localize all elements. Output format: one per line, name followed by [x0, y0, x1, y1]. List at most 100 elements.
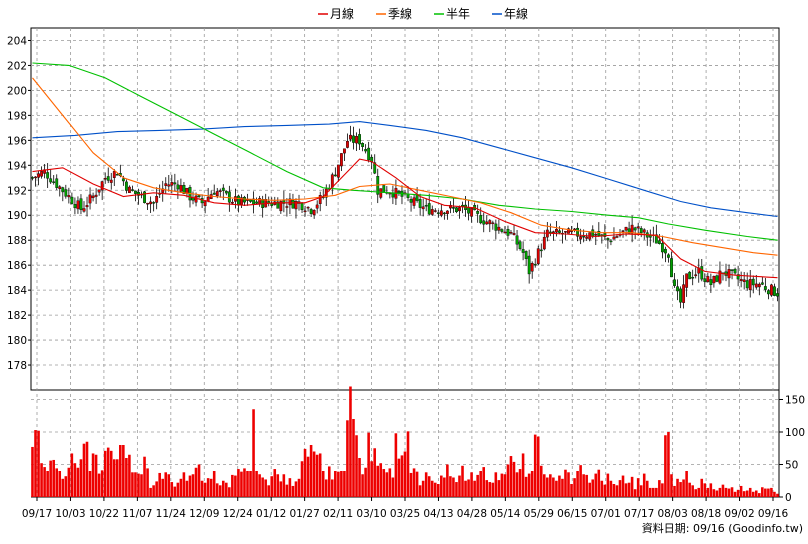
volume-bar: [633, 489, 637, 497]
candle-body: [318, 195, 322, 204]
volume-bar: [449, 476, 452, 497]
volume-bar: [642, 473, 646, 497]
candle-body: [336, 164, 340, 178]
volume-bar: [140, 474, 143, 497]
volume-bar: [655, 487, 658, 497]
candle-body: [482, 220, 486, 225]
candle-body: [333, 174, 337, 177]
volume-bar: [34, 430, 37, 497]
volume-bar: [770, 487, 773, 497]
price-tick-label: 202: [7, 60, 27, 72]
volume-bar: [549, 474, 552, 497]
volume-tick-label: 150: [785, 395, 805, 407]
candle-body: [667, 254, 670, 258]
candle-body: [224, 190, 228, 194]
legend-label: 半年: [446, 7, 470, 21]
volume-bar: [664, 435, 667, 497]
volume-bar: [334, 471, 337, 497]
candle-body: [627, 228, 631, 234]
volume-bar: [64, 476, 68, 497]
volume-bar: [255, 471, 258, 497]
volume-bar: [43, 467, 46, 497]
date-tick-label: 01/12: [256, 508, 286, 520]
candle-body: [476, 211, 480, 214]
price-panel: 178 180 182 184 186 188 190 192 194 196 198 200 202 2…: [7, 27, 780, 497]
volume-bar: [558, 475, 561, 497]
volume-bar: [303, 448, 307, 497]
volume-bar: [212, 471, 216, 497]
price-tick-label: 198: [7, 110, 27, 122]
volume-bar: [312, 451, 316, 497]
volume-bar: [661, 483, 664, 497]
volume-bar: [542, 474, 546, 497]
date-tick-label: 08/18: [691, 508, 721, 520]
candle-body: [367, 147, 371, 161]
candle-body: [449, 204, 452, 209]
candle-body: [436, 212, 440, 214]
candle-body: [521, 249, 525, 253]
volume-bar: [415, 471, 419, 497]
date-tick-label: 02/11: [323, 508, 353, 520]
volume-bar: [561, 478, 564, 497]
candle-body: [94, 194, 98, 197]
candle-body: [124, 181, 128, 191]
volume-bars: [31, 386, 779, 497]
volume-tick-label: 0: [785, 492, 792, 504]
volume-bar: [82, 443, 86, 497]
candle-body: [530, 262, 534, 272]
candle-body: [230, 201, 234, 204]
date-tick-label: 09/02: [724, 508, 754, 520]
candle-body: [76, 200, 80, 210]
ma-half-year-line: [32, 62, 778, 241]
volume-bar: [367, 432, 370, 497]
candle-body: [355, 136, 358, 144]
candle-body: [343, 148, 346, 154]
candle-body: [770, 284, 773, 296]
volume-bar: [161, 478, 164, 497]
candle-body: [757, 283, 761, 288]
volume-bar: [427, 476, 431, 497]
volume-bar: [337, 471, 340, 497]
volume-bar: [630, 476, 634, 497]
volume-bar: [282, 474, 286, 497]
candle-body: [503, 231, 507, 234]
volume-bar: [243, 468, 246, 497]
candle-body: [642, 229, 646, 233]
candle-body: [79, 198, 83, 210]
candle-body: [49, 178, 53, 183]
candle-body: [346, 140, 349, 148]
volume-bar: [297, 478, 301, 497]
volume-bar: [361, 474, 364, 497]
candle-body: [591, 229, 595, 237]
candle-body: [688, 271, 692, 280]
volume-bar: [370, 461, 373, 497]
date-tick-label: 09/17: [22, 508, 52, 520]
volume-bar: [252, 409, 255, 497]
volume-bar: [388, 468, 392, 497]
candle-body: [694, 274, 698, 277]
price-tick-label: 200: [7, 85, 27, 97]
candle-body: [361, 143, 365, 147]
volume-bar: [240, 471, 243, 497]
candle-body: [197, 195, 201, 197]
candle-body: [352, 135, 355, 143]
candle-body: [612, 236, 616, 240]
volume-bar: [688, 482, 691, 497]
volume-bar: [58, 471, 62, 497]
volume-bar: [264, 479, 267, 497]
candle-body: [682, 284, 686, 303]
volume-bar: [200, 480, 204, 497]
candle-body: [445, 210, 449, 214]
volume-bar: [491, 482, 495, 497]
candle-body: [706, 276, 710, 283]
candle-body: [579, 236, 583, 240]
candle-body: [339, 153, 343, 167]
candle-body: [412, 197, 416, 206]
candle-body: [745, 280, 749, 289]
volume-bar: [122, 445, 125, 497]
volume-bar: [91, 453, 95, 497]
volume-bar: [700, 478, 704, 497]
volume-bar: [176, 482, 180, 497]
candle-body: [330, 174, 334, 188]
candle-body: [179, 185, 183, 192]
